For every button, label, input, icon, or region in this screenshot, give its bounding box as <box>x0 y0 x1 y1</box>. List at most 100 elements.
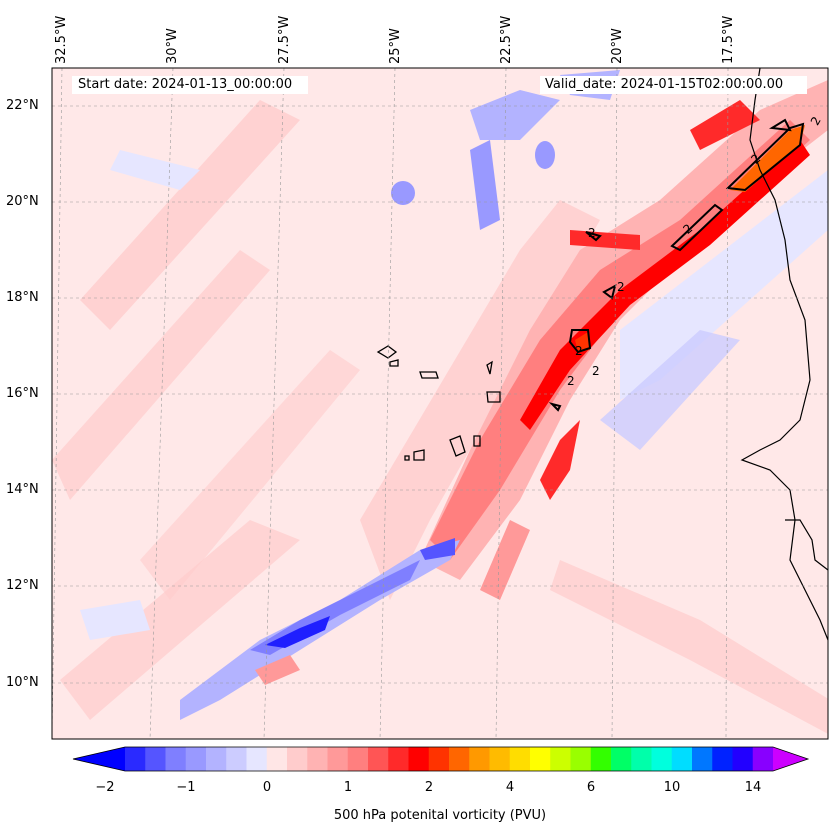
map-frame <box>51 67 829 740</box>
lon-label: 30°W <box>165 28 180 64</box>
contour-2pvu <box>568 329 592 354</box>
lon-label: 25°W <box>388 28 403 64</box>
colorbar-tick: 2 <box>424 780 434 795</box>
contour-label: 2 <box>567 374 575 388</box>
colorbar-segment <box>590 747 612 771</box>
pv-band-blue <box>250 560 420 655</box>
contour-2pvu <box>725 122 805 192</box>
colorbar-segment <box>368 747 389 771</box>
pv-patch-blue <box>391 181 415 205</box>
lat-label: 20°N <box>6 194 39 209</box>
colorbar-tick: 1 <box>343 780 353 795</box>
coastline <box>785 519 828 571</box>
start-date-label: Start date: 2024-01-13_00:00:00 <box>72 76 308 94</box>
colorbar <box>72 746 810 772</box>
pv-band-light <box>60 520 300 720</box>
pv-band-red <box>255 655 300 685</box>
colorbar-tick: 0 <box>262 780 272 795</box>
colorbar-title: 500 hPa potenital vorticity (PVU) <box>333 808 547 823</box>
contour-label: 2 <box>592 364 600 378</box>
colorbar-segment <box>631 747 652 771</box>
island <box>376 345 398 359</box>
lon-label: 27.5°W <box>277 15 292 64</box>
colorbar-segment <box>550 747 571 771</box>
colorbar-segment <box>185 747 207 771</box>
colorbar-segment <box>469 747 490 771</box>
contour-label: 2 <box>617 280 625 294</box>
pv-band-blue <box>265 616 330 648</box>
lat-label: 22°N <box>6 98 39 113</box>
colorbar-segment <box>611 747 632 771</box>
colorbar-segment <box>347 747 369 771</box>
colorbar-tick: 4 <box>505 780 515 795</box>
pv-core-orange <box>730 125 805 192</box>
coastline <box>740 68 828 641</box>
colorbar-segment <box>570 747 592 771</box>
colorbar-segment <box>287 747 308 771</box>
lat-label: 18°N <box>6 290 39 305</box>
pv-patch-blue <box>470 90 560 140</box>
colorbar-tick: 10 <box>663 780 681 795</box>
pv-band-red <box>690 100 760 150</box>
colorbar-segment <box>752 747 774 771</box>
pv-band-blue <box>420 538 455 560</box>
pv-patch-blue <box>600 330 740 450</box>
colorbar-extend-max <box>773 747 808 771</box>
island <box>473 435 481 447</box>
contour-label: 2 <box>588 226 596 240</box>
colorbar-segment <box>388 747 409 771</box>
contour-2pvu <box>670 203 724 252</box>
pv-band-light <box>360 200 600 600</box>
island <box>389 359 399 367</box>
colorbar-tick: −2 <box>95 780 115 795</box>
lat-label: 14°N <box>6 482 39 497</box>
colorbar-segment <box>408 747 430 771</box>
pv-band-red <box>570 230 640 250</box>
lon-label: 22.5°W <box>499 15 514 64</box>
colorbar-segment <box>692 747 713 771</box>
colorbar-segment <box>732 747 754 771</box>
pv-patch-blue <box>620 170 828 400</box>
pv-band-light <box>80 100 300 330</box>
lon-label: 20°W <box>610 28 625 64</box>
island <box>486 391 501 403</box>
island <box>413 449 425 461</box>
islands <box>376 345 501 461</box>
contour-label: 2 <box>575 344 583 358</box>
colorbar-segment <box>266 747 288 771</box>
colorbar-segment <box>449 747 470 771</box>
colorbar-outline <box>72 746 810 772</box>
lat-label: 16°N <box>6 386 39 401</box>
colorbar-segment <box>712 747 733 771</box>
contour-2pvu <box>768 118 792 132</box>
colorbar-segment <box>509 747 531 771</box>
pv-band-red <box>480 520 530 600</box>
colorbar-segment <box>246 747 268 771</box>
colorbar-segment <box>206 747 227 771</box>
colorbar-tick: 14 <box>744 780 762 795</box>
pv-band-red <box>520 140 810 430</box>
colorbar-segment <box>125 747 146 771</box>
colorbar-segment <box>307 747 328 771</box>
lon-label: 17.5°W <box>721 15 736 64</box>
island <box>449 435 466 457</box>
colorbar-segment <box>226 747 247 771</box>
pv-patch-blue <box>110 150 200 190</box>
colorbar-extend-min <box>73 747 125 771</box>
contour-2pvu <box>602 284 617 300</box>
pv-patch-blue <box>470 140 500 230</box>
island <box>404 455 410 461</box>
pv-patch-blue <box>535 141 555 169</box>
pv-patch-blue <box>80 600 150 640</box>
pv-band-red <box>540 420 580 500</box>
colorbar-segment <box>530 747 551 771</box>
island <box>419 371 439 379</box>
pv-band-light <box>52 250 270 500</box>
colorbar-segment <box>651 747 673 771</box>
lon-label: 32.5°W <box>54 15 69 64</box>
colorbar-segment <box>145 747 166 771</box>
contour-2pvu <box>548 402 562 412</box>
lat-label: 10°N <box>6 675 39 690</box>
pv-band-light <box>140 350 360 600</box>
